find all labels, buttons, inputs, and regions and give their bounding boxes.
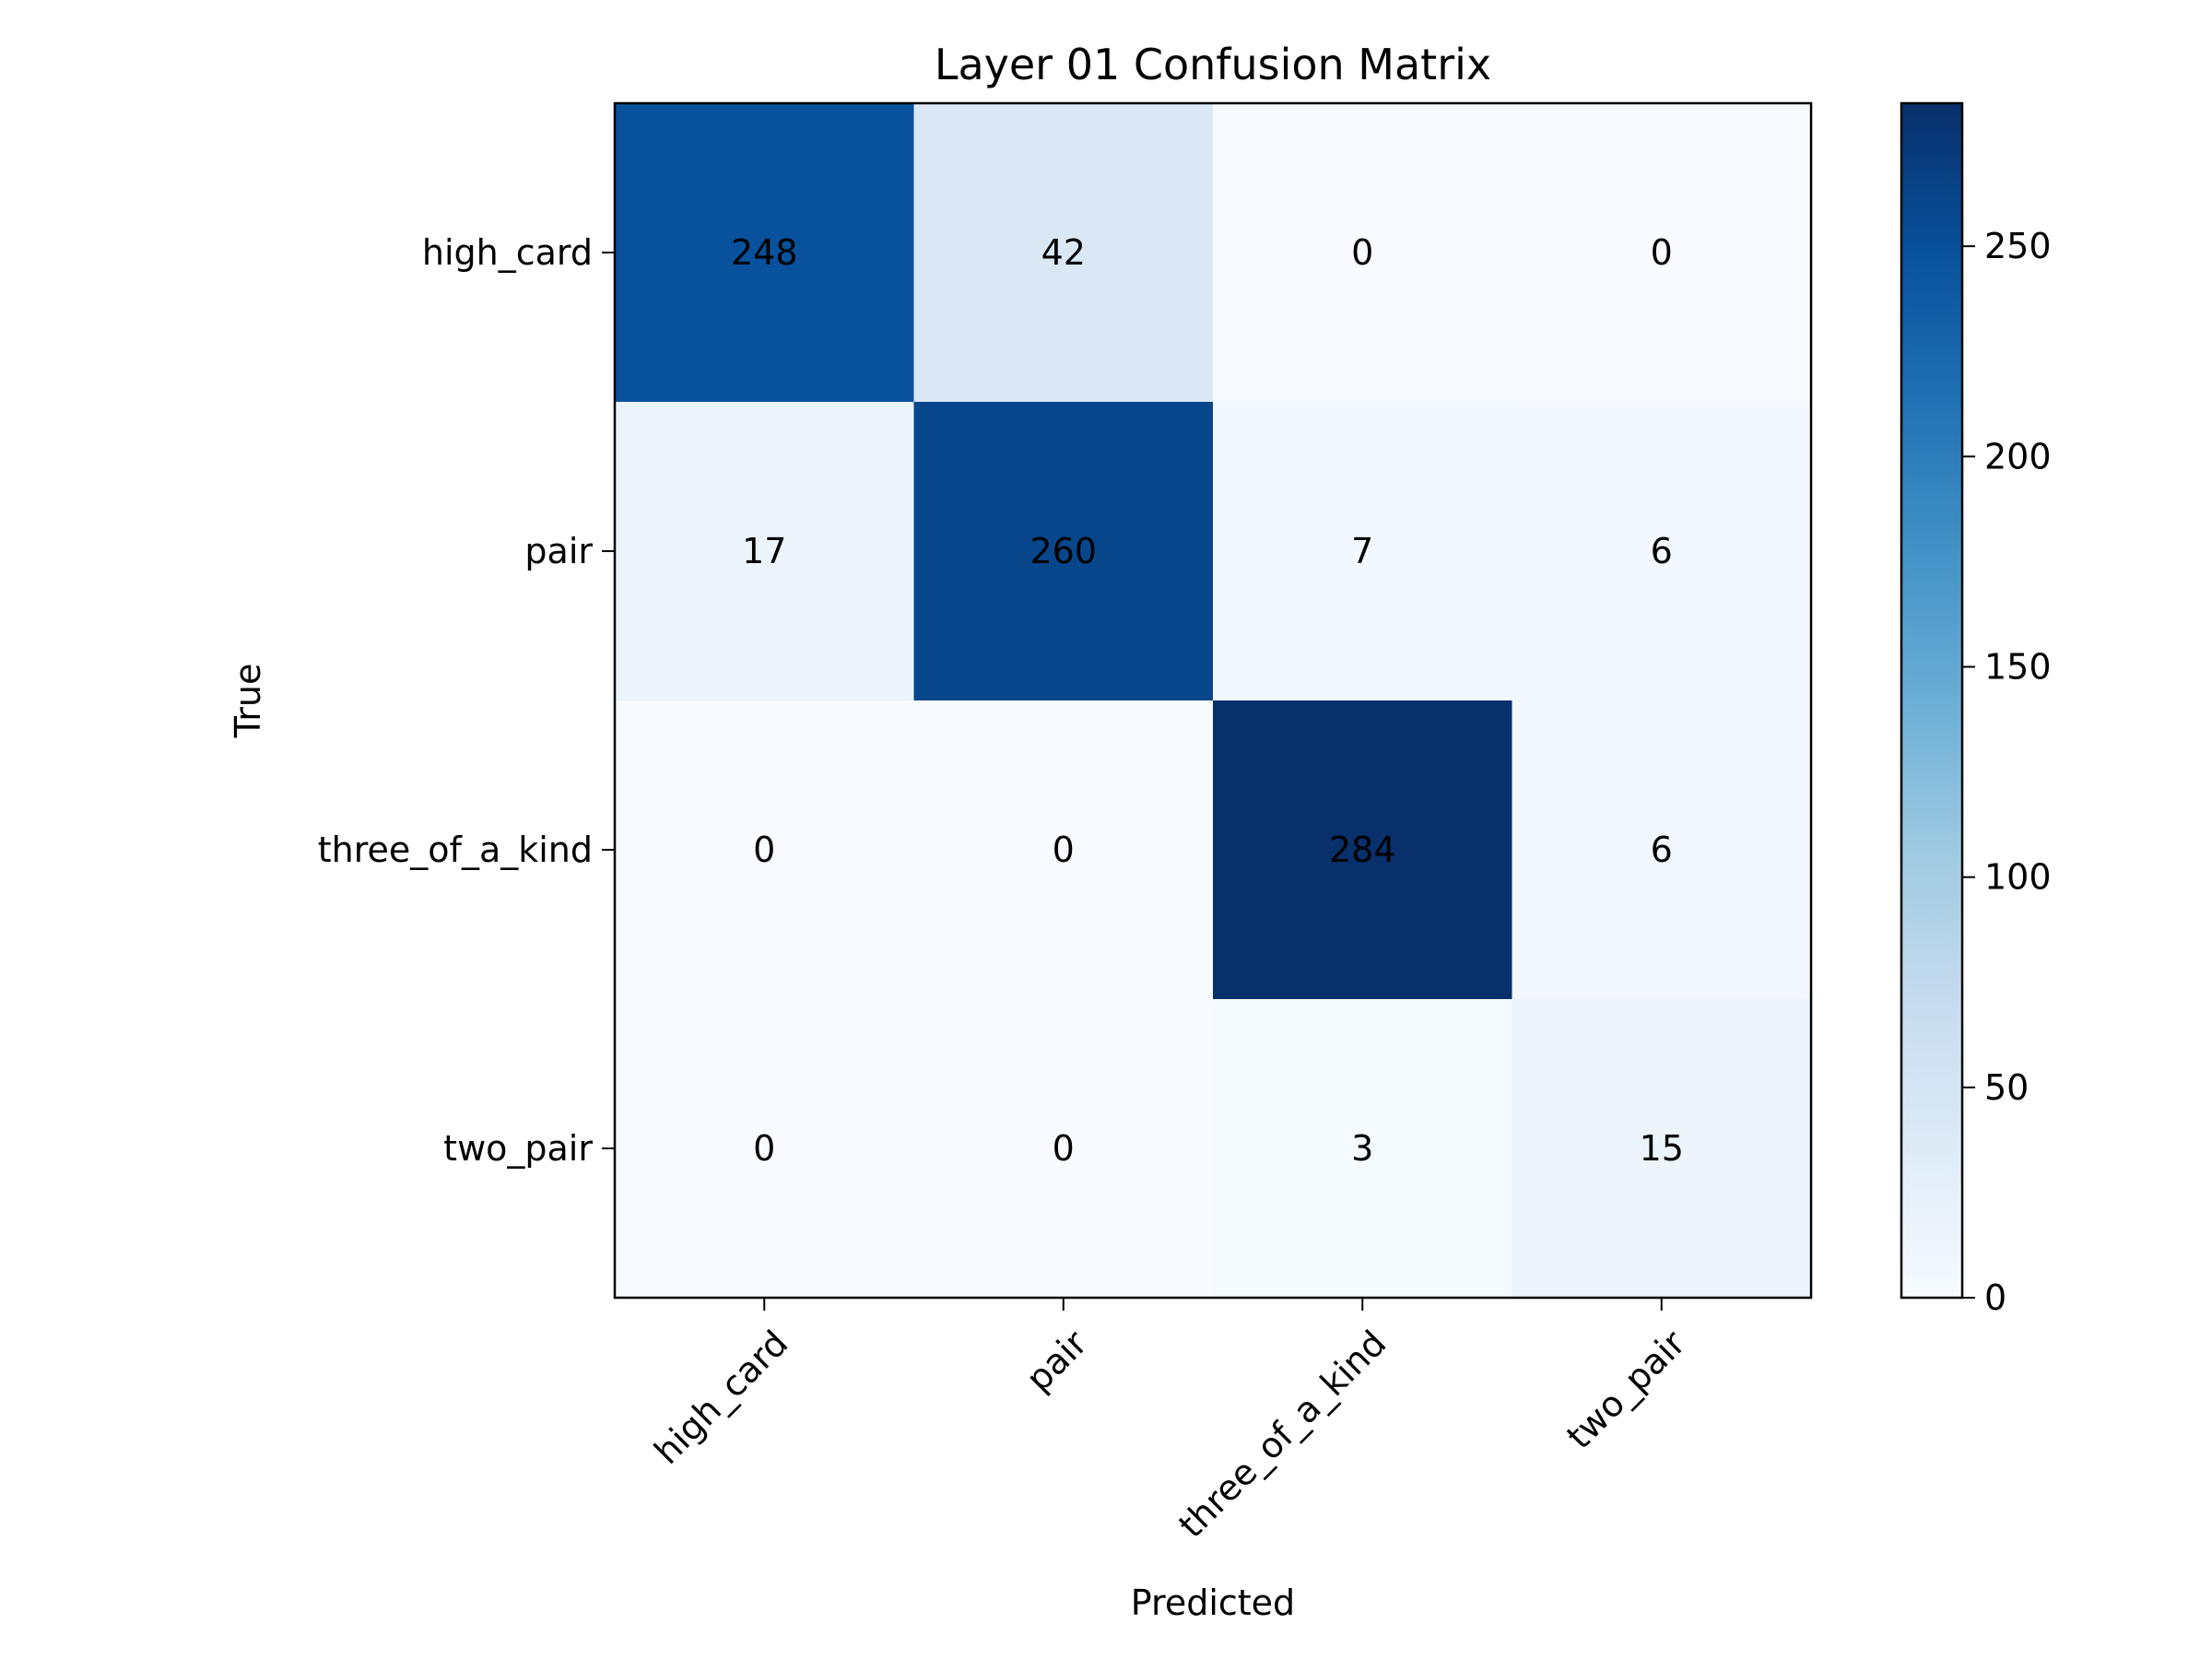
cell-value-r2-c0: 0 bbox=[753, 830, 775, 870]
x-tick-label: two_pair bbox=[1559, 1323, 1693, 1457]
y-tick-label: high_card bbox=[422, 232, 593, 273]
x-tick-label: three_of_a_kind bbox=[1171, 1323, 1394, 1546]
heatmap-cell-r3-c1 bbox=[913, 999, 1214, 1299]
heatmap-cell-labels: 248 42 0 0 17 260 7 6 0 0 284 6 0 0 3 15 bbox=[731, 232, 1684, 1169]
chart-title: Layer 01 Confusion Matrix bbox=[935, 40, 1491, 89]
heatmap-cells bbox=[615, 103, 1812, 1299]
cell-value-r2-c3: 6 bbox=[1651, 830, 1673, 870]
heatmap-cell-r2-c1 bbox=[913, 700, 1214, 1000]
x-tick-label: high_card bbox=[646, 1323, 795, 1472]
heatmap-cell-r0-c1 bbox=[913, 103, 1214, 403]
colorbar bbox=[1900, 101, 1964, 1300]
heatmap-cell-r1-c2 bbox=[1213, 402, 1513, 701]
y-tick-label: three_of_a_kind bbox=[318, 830, 593, 870]
colorbar-tick-label: 250 bbox=[1984, 226, 2052, 266]
x-tick-label: pair bbox=[1018, 1323, 1095, 1399]
cell-value-r2-c2: 284 bbox=[1329, 830, 1396, 870]
cell-value-r0-c2: 0 bbox=[1351, 232, 1373, 273]
cell-value-r1-c3: 6 bbox=[1651, 531, 1673, 571]
cell-value-r3-c2: 3 bbox=[1351, 1128, 1373, 1169]
y-tick-label: two_pair bbox=[443, 1128, 593, 1169]
colorbar-tick-label: 100 bbox=[1984, 857, 2052, 898]
heatmap-cell-r2-c2 bbox=[1213, 700, 1513, 1000]
heatmap-cell-r3-c0 bbox=[615, 999, 915, 1299]
x-axis-label: Predicted bbox=[1131, 1583, 1295, 1623]
cell-value-r3-c3: 15 bbox=[1640, 1128, 1684, 1169]
heatmap-cell-r2-c0 bbox=[615, 700, 915, 1000]
heatmap-cell-r0-c2 bbox=[1213, 103, 1513, 403]
heatmap-cell-r1-c1 bbox=[913, 402, 1214, 701]
colorbar-ticks: 0 50 100 150 200 250 bbox=[1962, 226, 2052, 1318]
cell-value-r1-c1: 260 bbox=[1030, 531, 1097, 571]
cell-value-r0-c1: 42 bbox=[1041, 232, 1086, 273]
heatmap-cell-r2-c3 bbox=[1512, 700, 1812, 1000]
y-axis-label: True bbox=[228, 664, 268, 739]
heatmap-cell-r0-c0 bbox=[615, 103, 915, 403]
heatmap-cell-r1-c3 bbox=[1512, 402, 1812, 701]
colorbar-tick-label: 200 bbox=[1984, 436, 2052, 477]
y-tick-label: pair bbox=[524, 531, 593, 571]
cell-value-r3-c0: 0 bbox=[753, 1128, 775, 1169]
heatmap-cell-r1-c0 bbox=[615, 402, 915, 701]
colorbar-tick-label: 150 bbox=[1984, 646, 2052, 687]
cell-value-r0-c0: 248 bbox=[731, 232, 798, 273]
heatmap-frame bbox=[613, 101, 1813, 1300]
cell-value-r1-c0: 17 bbox=[742, 531, 786, 571]
heatmap-cell-r0-c3 bbox=[1512, 103, 1812, 403]
colorbar-tick-label: 50 bbox=[1984, 1067, 2029, 1108]
cell-value-r0-c3: 0 bbox=[1651, 232, 1673, 273]
cell-value-r3-c1: 0 bbox=[1053, 1128, 1075, 1169]
cell-value-r2-c1: 0 bbox=[1053, 830, 1075, 870]
heatmap-cell-r3-c2 bbox=[1213, 999, 1513, 1299]
colorbar-tick-label: 0 bbox=[1984, 1277, 2006, 1318]
x-axis-ticks: high_card pair three_of_a_kind two_pair bbox=[646, 1298, 1693, 1546]
cell-value-r1-c2: 7 bbox=[1351, 531, 1373, 571]
heatmap-cell-r3-c3 bbox=[1512, 999, 1812, 1299]
